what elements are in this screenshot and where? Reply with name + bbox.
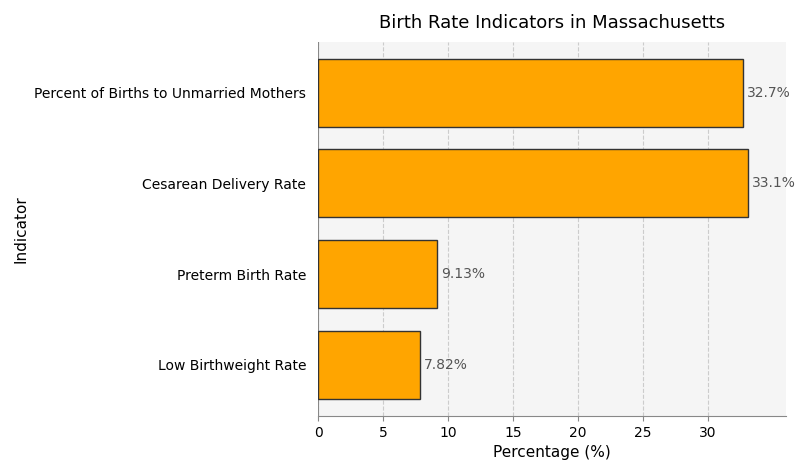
X-axis label: Percentage (%): Percentage (%) (494, 445, 611, 460)
Text: 7.82%: 7.82% (424, 358, 467, 372)
Text: 9.13%: 9.13% (441, 267, 485, 281)
Text: 33.1%: 33.1% (752, 176, 796, 191)
Y-axis label: Indicator: Indicator (14, 195, 29, 263)
Bar (318, 240, 437, 308)
Bar (318, 59, 743, 127)
Title: Birth Rate Indicators in Massachusetts: Birth Rate Indicators in Massachusetts (379, 14, 725, 32)
Text: 32.7%: 32.7% (747, 86, 791, 100)
Bar (318, 331, 420, 399)
Bar (318, 149, 749, 218)
